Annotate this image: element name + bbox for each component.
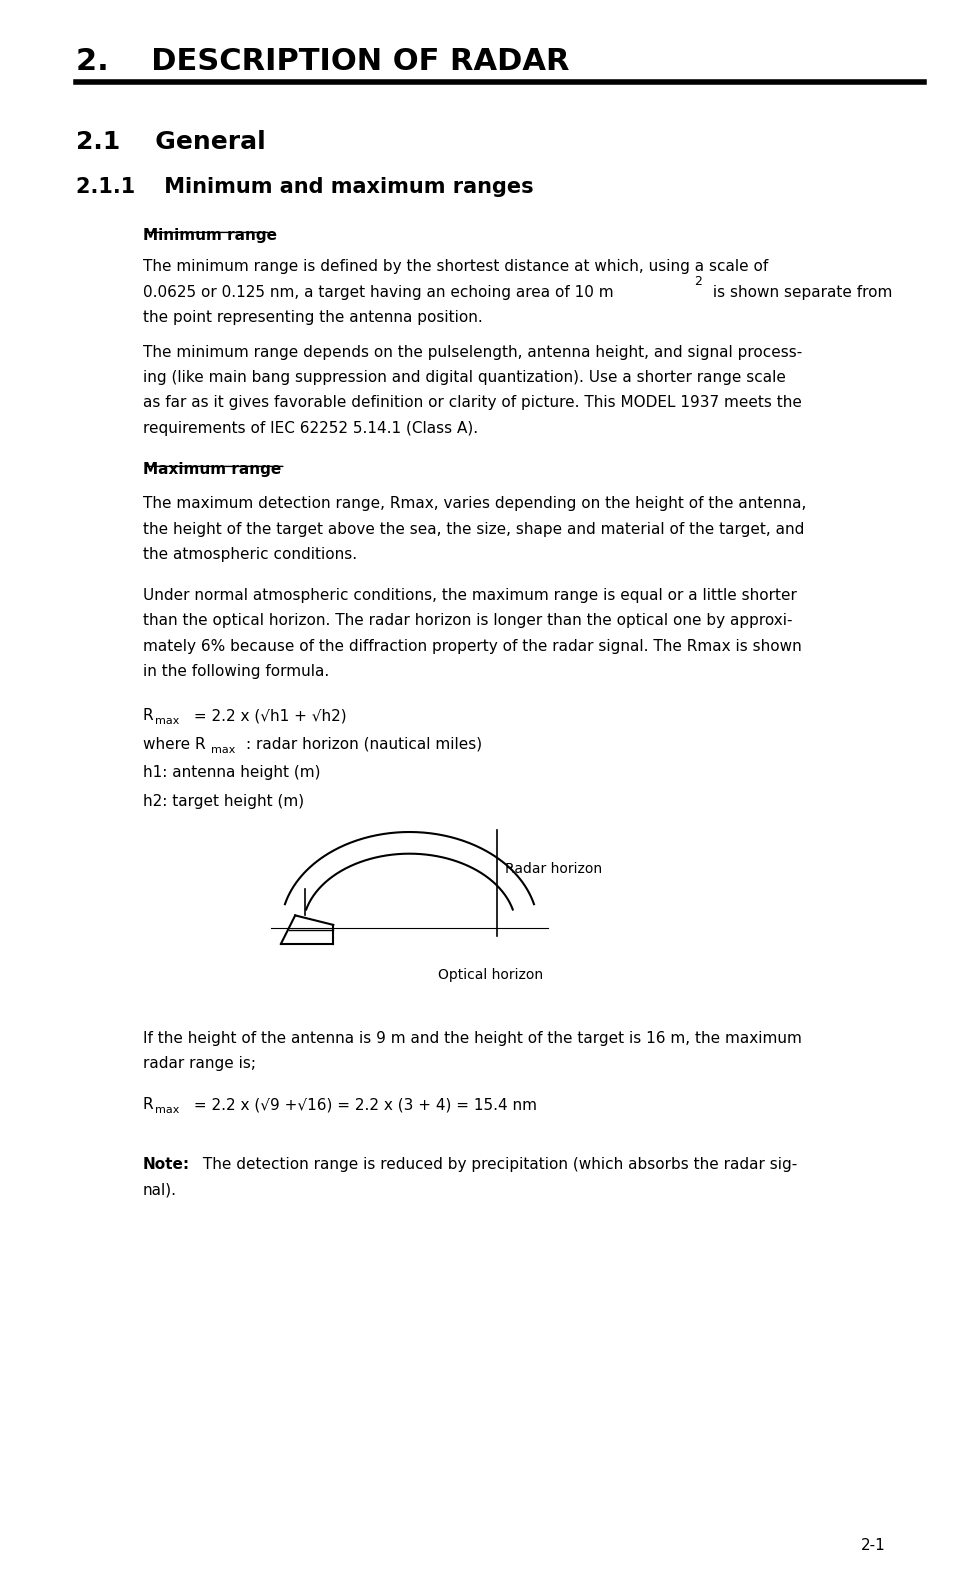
- Text: The maximum detection range, Rmax, varies depending on the height of the antenna: The maximum detection range, Rmax, varie…: [143, 496, 806, 511]
- Text: as far as it gives favorable definition or clarity of picture. This MODEL 1937 m: as far as it gives favorable definition …: [143, 395, 802, 409]
- Text: h1: antenna height (m): h1: antenna height (m): [143, 765, 320, 779]
- Text: max: max: [155, 1105, 179, 1115]
- Text: Radar horizon: Radar horizon: [505, 862, 602, 876]
- Text: requirements of IEC 62252 5.14.1 (Class A).: requirements of IEC 62252 5.14.1 (Class …: [143, 421, 478, 435]
- Text: The minimum range is defined by the shortest distance at which, using a scale of: The minimum range is defined by the shor…: [143, 259, 768, 274]
- Text: in the following formula.: in the following formula.: [143, 664, 329, 678]
- Text: 0.0625 or 0.125 nm, a target having an echoing area of 10 m: 0.0625 or 0.125 nm, a target having an e…: [143, 285, 614, 299]
- Text: If the height of the antenna is 9 m and the height of the target is 16 m, the ma: If the height of the antenna is 9 m and …: [143, 1031, 802, 1045]
- Text: Maximum range: Maximum range: [143, 462, 281, 476]
- Text: ing (like main bang suppression and digital quantization). Use a shorter range s: ing (like main bang suppression and digi…: [143, 370, 786, 384]
- Text: Optical horizon: Optical horizon: [438, 968, 543, 982]
- Text: radar range is;: radar range is;: [143, 1056, 256, 1070]
- Text: the point representing the antenna position.: the point representing the antenna posit…: [143, 310, 482, 324]
- Text: The minimum range depends on the pulselength, antenna height, and signal process: The minimum range depends on the pulsele…: [143, 345, 802, 359]
- Text: = 2.2 x (√9 +√16) = 2.2 x (3 + 4) = 15.4 nm: = 2.2 x (√9 +√16) = 2.2 x (3 + 4) = 15.4…: [190, 1097, 538, 1111]
- Text: max: max: [155, 716, 179, 726]
- Text: R: R: [143, 708, 154, 723]
- Text: Minimum range: Minimum range: [143, 228, 277, 242]
- Text: = 2.2 x (√h1 + √h2): = 2.2 x (√h1 + √h2): [190, 708, 347, 723]
- Text: The detection range is reduced by precipitation (which absorbs the radar sig-: The detection range is reduced by precip…: [198, 1157, 798, 1172]
- Text: 2: 2: [693, 275, 701, 288]
- Text: the atmospheric conditions.: the atmospheric conditions.: [143, 547, 356, 561]
- Text: max: max: [211, 745, 236, 754]
- Text: the height of the target above the sea, the size, shape and material of the targ: the height of the target above the sea, …: [143, 522, 805, 536]
- Text: mately 6% because of the diffraction property of the radar signal. The Rmax is s: mately 6% because of the diffraction pro…: [143, 639, 802, 653]
- Text: h2: target height (m): h2: target height (m): [143, 794, 304, 808]
- Text: 2.    DESCRIPTION OF RADAR: 2. DESCRIPTION OF RADAR: [76, 47, 570, 76]
- Text: where R: where R: [143, 737, 206, 751]
- Text: than the optical horizon. The radar horizon is longer than the optical one by ap: than the optical horizon. The radar hori…: [143, 613, 792, 628]
- Text: is shown separate from: is shown separate from: [708, 285, 893, 299]
- Text: Note:: Note:: [143, 1157, 190, 1172]
- Text: nal).: nal).: [143, 1183, 177, 1197]
- Text: 2.1    General: 2.1 General: [76, 130, 266, 153]
- Text: 2-1: 2-1: [861, 1538, 885, 1553]
- Text: : radar horizon (nautical miles): : radar horizon (nautical miles): [245, 737, 482, 751]
- Text: R: R: [143, 1097, 154, 1111]
- Text: Under normal atmospheric conditions, the maximum range is equal or a little shor: Under normal atmospheric conditions, the…: [143, 588, 797, 602]
- Text: 2.1.1    Minimum and maximum ranges: 2.1.1 Minimum and maximum ranges: [76, 177, 534, 198]
